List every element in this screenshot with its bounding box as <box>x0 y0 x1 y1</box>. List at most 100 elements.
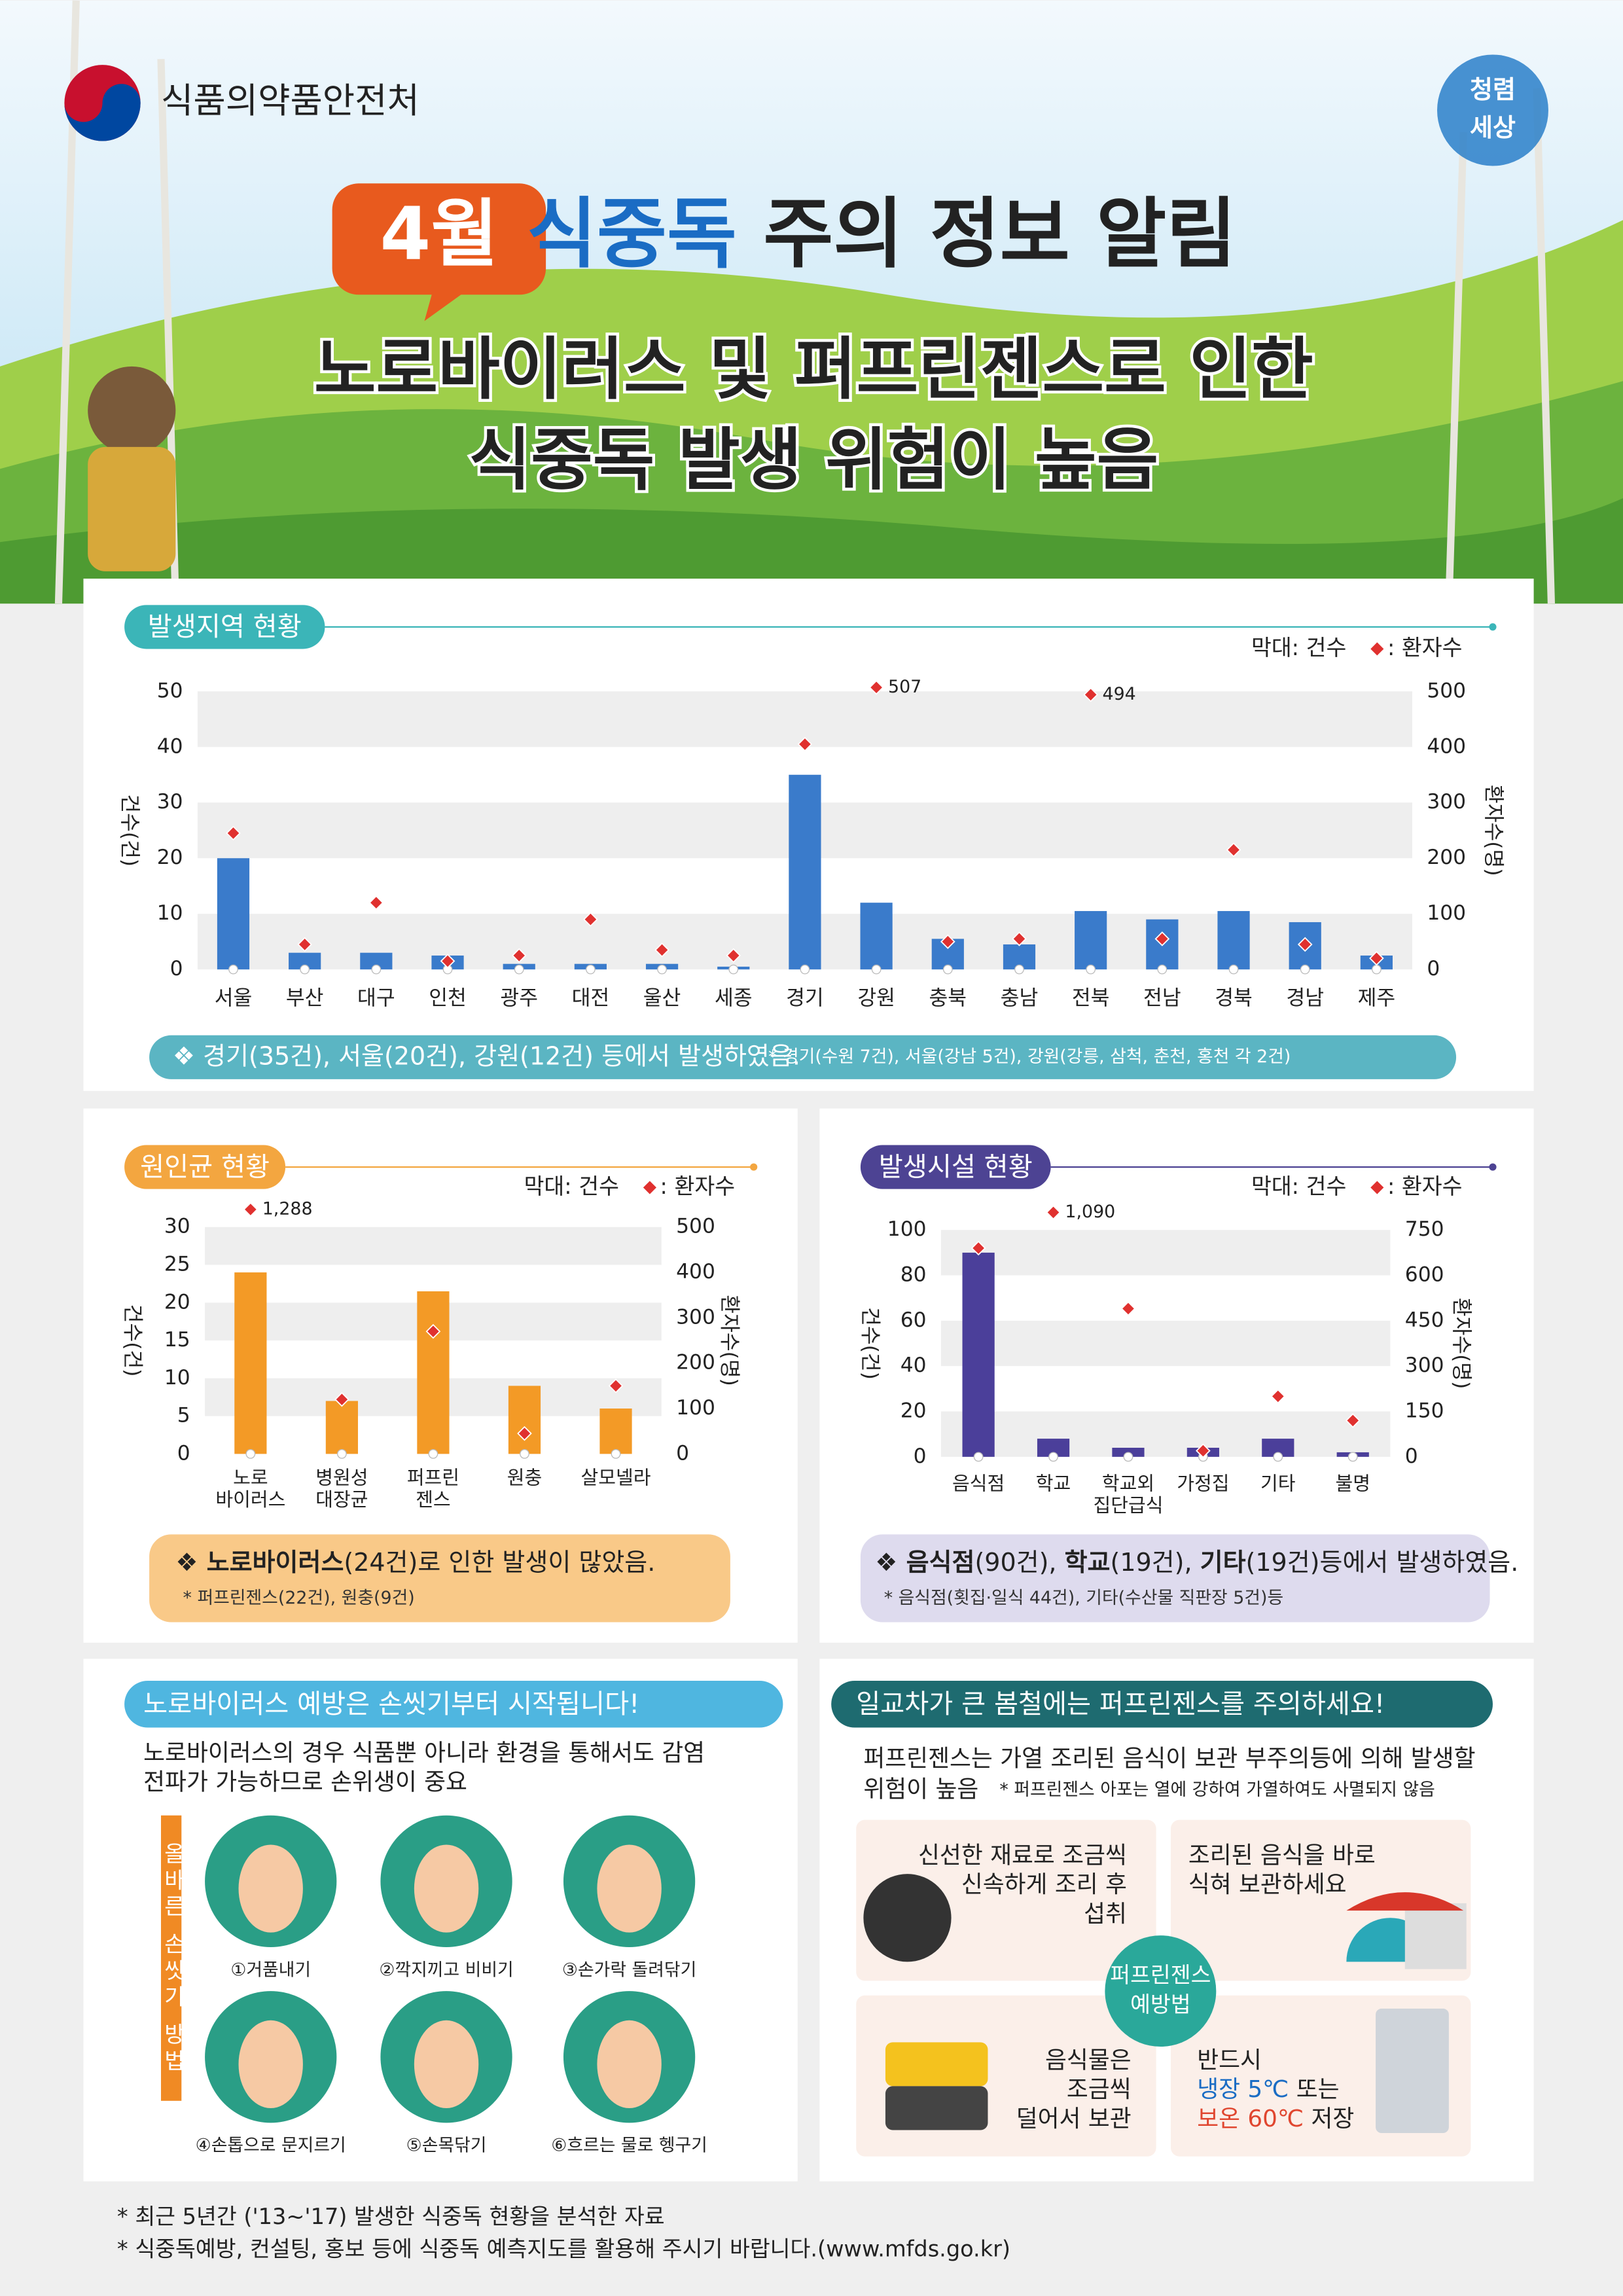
tip-text: 조리된 음식을 바로 <box>1188 1842 1376 1869</box>
month-bubble <box>332 183 546 321</box>
bar-base-dot <box>1273 1452 1283 1462</box>
tip-text: 신속하게 조리 후 <box>961 1871 1127 1898</box>
patient-marker <box>1369 950 1384 966</box>
y2-axis-label: 환자수(명) <box>1450 1298 1473 1390</box>
subtitle: 식중독 발생 위험이 높음 <box>469 422 1158 499</box>
summary-part: 학교 <box>1065 1548 1111 1577</box>
card-note: * 퍼프린젠스 아포는 열에 강하여 가열하여도 사멸되지 않음 <box>999 1780 1435 1800</box>
y2-tick-label: 400 <box>1427 734 1466 758</box>
center-badge <box>1105 1935 1217 2047</box>
bar-base-dot <box>300 964 310 975</box>
y2-tick-label: 500 <box>676 1215 715 1238</box>
card-title-pill <box>124 1680 783 1728</box>
x-tick-label: 가정집 <box>1177 1472 1229 1494</box>
x-tick-label: 경북 <box>1215 986 1253 1010</box>
y2-axis-label: 환자수(명) <box>1482 785 1505 876</box>
x-tick-label: 퍼프린 젠스 <box>407 1466 459 1511</box>
bar <box>789 774 821 970</box>
y2-tick-label: 0 <box>1405 1444 1418 1468</box>
step-caption: ②깍지끼고 비비기 <box>379 1960 513 1980</box>
step-hands <box>597 2020 662 2108</box>
bar <box>417 1291 450 1454</box>
patient-marker <box>243 1202 259 1217</box>
badge-text: 세상 <box>1470 113 1516 142</box>
y2-tick-label: 300 <box>1405 1354 1444 1377</box>
x-tick-label: 제주 <box>1358 986 1396 1010</box>
x-tick-label: 충북 <box>929 986 967 1010</box>
x-tick-label: 노로 바이러스 <box>215 1466 285 1511</box>
card-text: 전파가 가능하므로 손위생이 중요 <box>143 1769 467 1796</box>
summary-part: ❖ <box>175 1548 206 1577</box>
grid-band <box>940 1230 1391 1276</box>
tip-text: 반드시 <box>1197 2047 1262 2073</box>
y-tick-label: 10 <box>164 1366 190 1390</box>
card-text: 퍼프린젠스는 가열 조리된 음식이 보관 부주의등에 의해 발생할 <box>863 1746 1475 1772</box>
y-tick-label: 30 <box>164 1215 190 1238</box>
tip-text: 음식물은 <box>1045 2047 1132 2073</box>
tip-text: 냉장 5℃ 또는 <box>1197 2076 1339 2103</box>
value-label: 1,090 <box>1065 1202 1115 1222</box>
patient-marker <box>1196 1443 1211 1458</box>
x-tick-label: 학교 <box>1036 1472 1071 1494</box>
patient-marker <box>868 680 884 695</box>
patient-marker <box>1270 1389 1286 1404</box>
boy-illustration <box>88 366 176 455</box>
tip-text: 보온 60℃ 저장 <box>1197 2106 1354 2132</box>
bar-base-dot <box>228 964 238 975</box>
bar-base-dot <box>371 964 382 975</box>
x-tick-label: 부산 <box>286 986 324 1010</box>
section-dot <box>750 1163 758 1171</box>
grid-band <box>940 1320 1391 1367</box>
section-title: 원인균 현황 <box>140 1152 270 1182</box>
step-caption: ③손가락 돌려닦기 <box>562 1960 696 1980</box>
grid-band <box>205 1227 662 1265</box>
pot-illustration <box>1404 1903 1467 1969</box>
summary-part: (24건)로 인한 발생이 많았음. <box>344 1548 655 1577</box>
bar <box>234 1272 267 1454</box>
tip-text-part: 음식물은 <box>1045 2047 1132 2073</box>
x-tick-line: 바이러스 <box>215 1488 285 1511</box>
summary-part: (19건), <box>1111 1548 1200 1577</box>
patient-marker <box>297 937 312 952</box>
tree <box>54 0 1556 604</box>
bar-base-dot <box>1347 1452 1358 1462</box>
step-caption: ⑥흐르는 물로 헹구기 <box>551 2136 707 2156</box>
section-dot <box>1489 1163 1497 1171</box>
x-tick-label: 병원성 대장균 <box>315 1466 368 1511</box>
x-tick-line: 살모넬라 <box>581 1466 651 1488</box>
summary-note: * 경기(수원 7건), 서울(강남 5건), 강원(강릉, 삼척, 춘천, 홍… <box>768 1047 1291 1067</box>
x-tick-line: 가정집 <box>1177 1472 1229 1494</box>
x-tick-line: 노로 <box>233 1466 268 1488</box>
summary-box <box>860 1534 1490 1623</box>
summary-part: (19건)등에서 발생하였음. <box>1246 1548 1519 1577</box>
bar-base-dot <box>1157 964 1168 975</box>
patient-marker <box>511 948 527 963</box>
x-tick-line: 학교 <box>1036 1472 1071 1494</box>
summary-part: ❖ <box>875 1548 906 1577</box>
patient-marker <box>334 1391 349 1407</box>
y2-tick-label: 100 <box>676 1396 715 1420</box>
footer-text: * 식중독예방, 컨설팅, 홍보 등에 식중독 예측지도를 활용해 주시기 바랍… <box>117 2236 1010 2261</box>
tip-text: 섭취 <box>1084 1901 1127 1928</box>
tip-text-part: 조리된 음식을 바로 <box>1188 1842 1376 1869</box>
step-hands <box>597 1844 662 1933</box>
value-label: 494 <box>1103 684 1136 704</box>
x-tick-line: 음식점 <box>952 1472 1005 1494</box>
bar-base-dot <box>973 1452 984 1462</box>
side-label: 올바른 손씻기 방법 <box>160 1842 185 2076</box>
y2-tick-label: 600 <box>1405 1263 1444 1287</box>
summary: ❖ 노로바이러스(24건)로 인한 발생이 많았음. <box>175 1548 655 1577</box>
step-caption: ①거품내기 <box>230 1960 311 1980</box>
tip-text-part: 저장 <box>1304 2106 1354 2132</box>
y-axis-label: 건수(건) <box>858 1307 882 1380</box>
y2-tick-label: 500 <box>1427 679 1466 702</box>
bar-base-dot <box>337 1448 347 1459</box>
summary-part: 노로바이러스 <box>207 1548 344 1577</box>
y2-tick-label: 400 <box>676 1260 715 1283</box>
y-tick-label: 0 <box>170 957 183 980</box>
x-tick-label: 살모넬라 <box>581 1466 651 1488</box>
summary-part: 음식점 <box>906 1548 975 1577</box>
value-label: 507 <box>888 677 921 697</box>
x-tick-label: 기타 <box>1260 1472 1295 1494</box>
